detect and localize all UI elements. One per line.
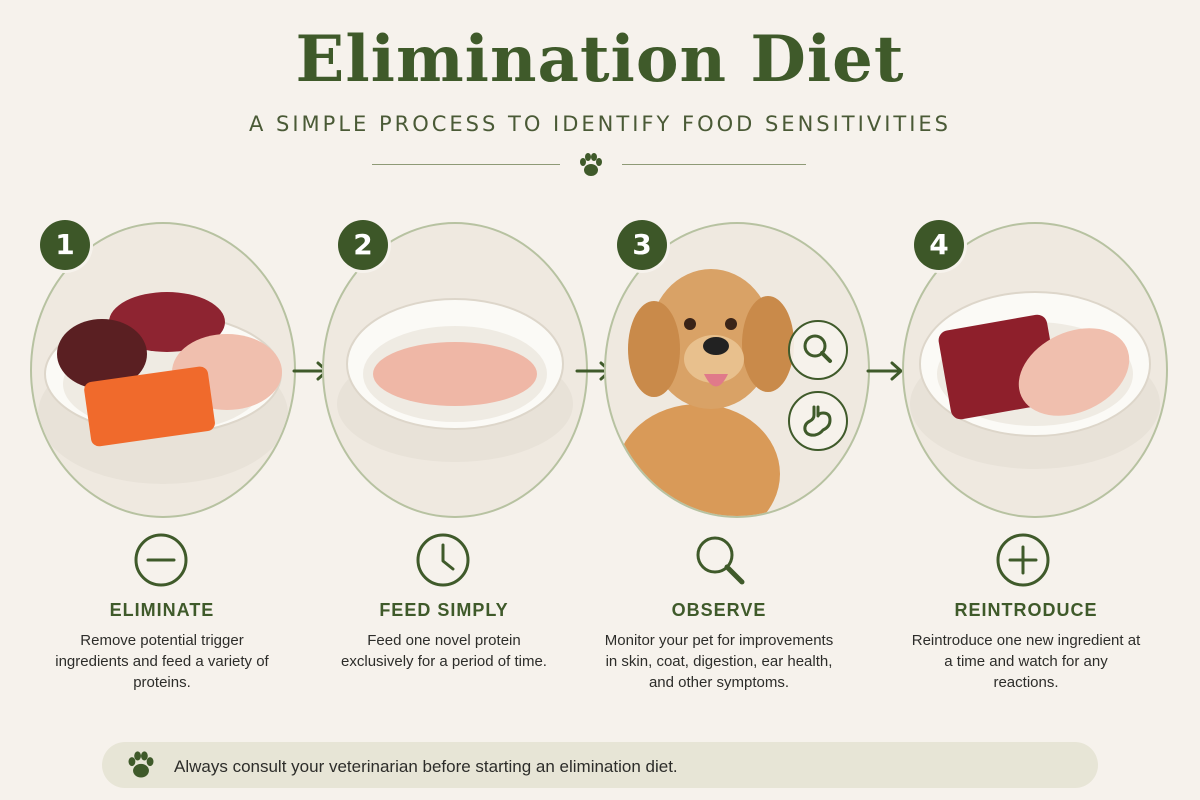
page-title: Elimination Diet xyxy=(295,22,905,97)
step-1-image-circle xyxy=(30,222,296,518)
clock-icon xyxy=(416,533,470,587)
plus-circle-icon xyxy=(996,533,1050,587)
step-4-title: REINTRODUCE xyxy=(954,600,1098,620)
step-4-image-circle xyxy=(902,222,1168,518)
step-1-title: ELIMINATE xyxy=(109,600,215,620)
step-2-number-badge: 2 xyxy=(338,220,388,270)
paw-icon xyxy=(580,153,602,176)
stomach-badge xyxy=(788,391,848,451)
bowl-chicken-image xyxy=(337,298,573,462)
step-2-description: Feed one novel protein exclusively for a… xyxy=(341,632,547,670)
step-2-title: FEED SIMPLY xyxy=(379,600,509,620)
step-4-number-badge: 4 xyxy=(914,220,964,270)
dog-image xyxy=(616,269,794,516)
stomach-icon xyxy=(803,405,832,437)
step-3-description: Monitor your pet for improvements in ski… xyxy=(604,632,834,691)
magnifier-icon xyxy=(696,536,745,585)
paw-icon xyxy=(128,751,154,778)
vet-note-text: Always consult your veterinarian before … xyxy=(174,757,678,776)
step-1-number-badge: 1 xyxy=(40,220,90,270)
divider-right xyxy=(622,164,806,165)
step-3-image-circle xyxy=(604,222,870,518)
arrow-right-icon xyxy=(866,361,903,381)
step-1-description: Remove potential trigger ingredients and… xyxy=(55,632,269,691)
search-badge xyxy=(788,320,848,380)
vet-note-banner xyxy=(102,742,1098,788)
bowl-mixed-proteins-image xyxy=(38,292,288,484)
search-icon xyxy=(803,334,832,363)
step-3-number-badge: 3 xyxy=(617,220,667,270)
step-3-title: OBSERVE xyxy=(671,600,767,620)
divider-left xyxy=(372,164,560,165)
page-subtitle: A SIMPLE PROCESS TO IDENTIFY FOOD SENSIT… xyxy=(248,112,952,136)
minus-circle-icon xyxy=(134,533,188,587)
step-4-description: Reintroduce one new ingredient at a time… xyxy=(911,632,1141,691)
bowl-beef-chicken-image xyxy=(910,291,1160,469)
